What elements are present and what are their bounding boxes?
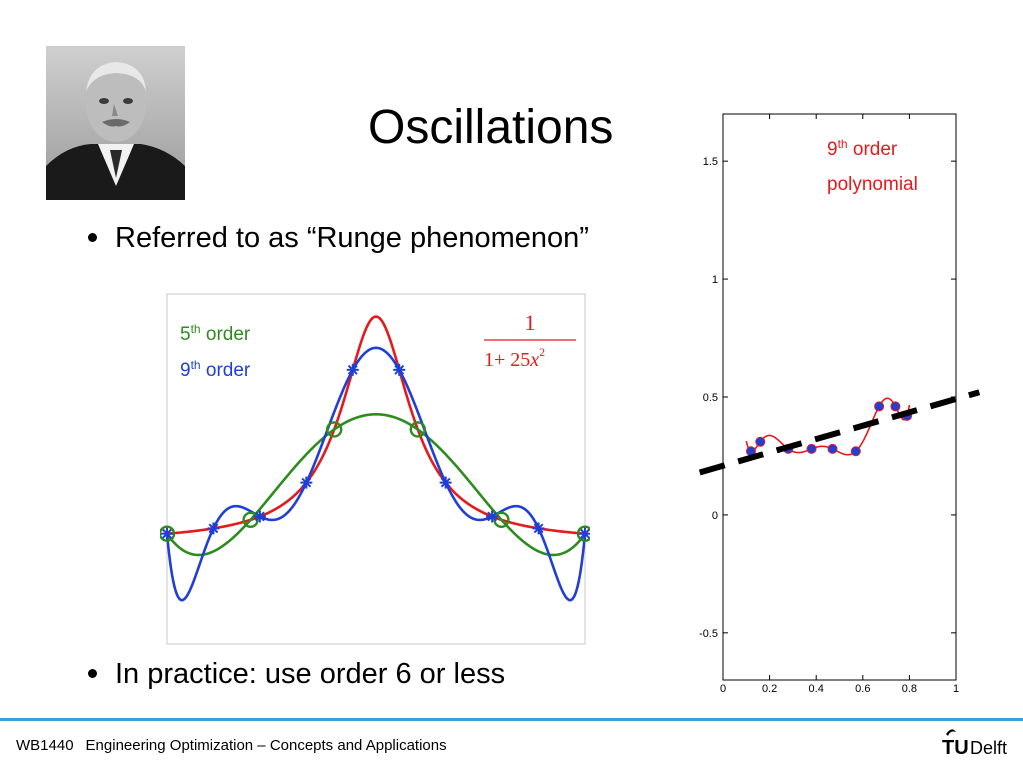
bullet-item: Referred to as “Runge phenomenon” [88,222,589,255]
data-point-4 [827,443,838,454]
bullet-text: Referred to as “Runge phenomenon” [115,222,589,254]
x-tick-label-3: 0.6 [855,683,870,695]
y-tick-label-1: 0 [712,510,718,522]
legend-9th-order: 9th order [180,358,251,381]
node-marker-9th-2 [253,510,266,523]
chart-markers [160,363,590,542]
x-tick-label-4: 0.8 [902,683,917,695]
node-marker-9th-1 [207,522,220,535]
series-curve-1 [165,412,587,557]
y-tick-label-4: 1.5 [703,156,718,168]
chart-frame [166,293,586,645]
x-tick-label-0: 0 [720,683,726,695]
series-curve-0 [166,315,586,535]
series-curve-2 [165,346,587,602]
x-tick-label-1: 0.2 [762,683,777,695]
node-marker-9th-6 [439,476,452,489]
y-tick-label-3: 1 [712,274,718,286]
runge-interpolation-chart: 5th order 9th order 1 1+ 25x2 [160,293,590,645]
annotation-9th-order: 9th order [827,137,898,160]
tu-delft-logo: TU Delft [942,729,1007,759]
chart-curves [165,315,587,602]
y-tick-label-0: -0.5 [699,628,718,640]
formula-denominator: 1+ 25x2 [484,345,545,371]
y-tick-label-2: 0.5 [703,392,718,404]
footer-caption: WB1440 Engineering Optimization – Concept… [16,737,447,754]
data-point-5 [850,446,861,457]
formula-numerator: 1 [525,310,536,335]
x-tick-label-2: 0.4 [809,683,824,695]
bullet-text: In practice: use order 6 or less [115,658,506,690]
plot-frame [722,113,957,681]
data-point-3 [806,443,817,454]
node-marker-9th-0 [161,527,173,540]
bullet-dot-icon [88,232,97,242]
course-title: Engineering Optimization – Concepts and … [85,737,447,754]
node-marker-9th-3 [300,476,313,489]
node-marker-9th-5 [393,363,406,376]
node-marker-9th-8 [532,522,545,535]
bullet-item: In practice: use order 6 or less [88,658,505,691]
ninth-order-polynomial-chart: 0 0.2 0.4 0.6 0.8 1 -0.5 0 0.5 1 1.5 9th order pol… [698,113,981,695]
node-marker-5th-3 [409,421,426,438]
slide-title: Oscillations [368,101,614,154]
node-marker-5th-0 [160,525,176,542]
svg-text:Delft: Delft [970,738,1007,758]
svg-text:TU: TU [942,737,969,759]
annotation-polynomial: polynomial [827,174,918,195]
node-marker-5th-2 [325,421,343,438]
portrait-photo [46,46,185,200]
node-marker-9th-4 [346,363,359,376]
node-marker-9th-9 [579,527,590,540]
dashed-trend-line [698,389,981,476]
bullet-dot-icon [88,668,97,678]
data-point-1 [755,436,766,447]
data-point-7 [890,401,901,412]
node-marker-5th-5 [576,525,590,542]
course-code: WB1440 [16,737,74,754]
data-point-6 [874,401,885,412]
legend-5th-order: 5th order [180,322,251,345]
data-points [745,401,913,457]
node-marker-9th-7 [486,510,499,523]
x-tick-label-5: 1 [953,683,959,695]
footer-divider [0,718,1023,721]
axis-ticks: 0 0.2 0.4 0.6 0.8 1 -0.5 0 0.5 1 1.5 [699,114,959,695]
